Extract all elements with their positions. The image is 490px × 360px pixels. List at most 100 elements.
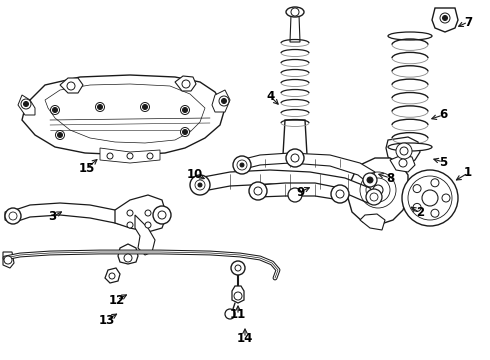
- Circle shape: [399, 159, 407, 167]
- Circle shape: [249, 182, 267, 200]
- Circle shape: [109, 273, 115, 279]
- Circle shape: [225, 309, 235, 319]
- Text: 8: 8: [386, 171, 394, 184]
- Polygon shape: [22, 75, 225, 155]
- Circle shape: [231, 261, 245, 275]
- Circle shape: [254, 187, 262, 195]
- Polygon shape: [3, 252, 14, 268]
- Polygon shape: [290, 15, 300, 42]
- Polygon shape: [115, 195, 165, 232]
- Circle shape: [50, 105, 59, 114]
- Circle shape: [98, 104, 102, 109]
- Circle shape: [182, 108, 188, 112]
- Circle shape: [141, 103, 149, 112]
- Circle shape: [21, 99, 31, 109]
- Circle shape: [219, 96, 229, 106]
- Polygon shape: [198, 170, 375, 203]
- Text: 5: 5: [439, 156, 447, 168]
- Polygon shape: [232, 286, 244, 303]
- Circle shape: [396, 143, 412, 159]
- Text: 15: 15: [79, 162, 95, 175]
- Circle shape: [363, 173, 377, 187]
- Circle shape: [5, 208, 21, 224]
- Text: 2: 2: [416, 207, 424, 220]
- Circle shape: [143, 104, 147, 109]
- Circle shape: [286, 149, 304, 167]
- Circle shape: [67, 82, 75, 90]
- Polygon shape: [360, 214, 385, 230]
- Circle shape: [145, 210, 151, 216]
- Polygon shape: [240, 153, 375, 183]
- Text: 10: 10: [187, 168, 203, 181]
- Text: 12: 12: [109, 293, 125, 306]
- Text: 4: 4: [267, 90, 275, 104]
- Circle shape: [127, 210, 133, 216]
- Circle shape: [198, 183, 202, 187]
- Circle shape: [288, 188, 302, 202]
- Circle shape: [182, 130, 188, 135]
- Text: 11: 11: [230, 309, 246, 321]
- Ellipse shape: [388, 32, 432, 40]
- Circle shape: [413, 185, 421, 193]
- Text: 6: 6: [439, 108, 447, 122]
- Circle shape: [180, 127, 190, 136]
- Text: 7: 7: [464, 15, 472, 28]
- Text: 3: 3: [48, 211, 56, 224]
- Circle shape: [127, 153, 133, 159]
- Circle shape: [235, 265, 241, 271]
- Circle shape: [145, 222, 151, 228]
- Circle shape: [431, 179, 439, 187]
- Ellipse shape: [286, 7, 304, 17]
- Polygon shape: [258, 183, 340, 200]
- Circle shape: [182, 80, 190, 88]
- Text: 13: 13: [99, 314, 115, 327]
- Polygon shape: [386, 137, 420, 165]
- Polygon shape: [60, 78, 83, 93]
- Polygon shape: [135, 215, 155, 255]
- Circle shape: [55, 130, 65, 139]
- Circle shape: [153, 206, 171, 224]
- Circle shape: [4, 256, 12, 264]
- Polygon shape: [175, 76, 196, 91]
- Circle shape: [52, 108, 57, 112]
- Circle shape: [107, 153, 113, 159]
- Polygon shape: [390, 155, 415, 172]
- Circle shape: [373, 185, 383, 195]
- Text: 9: 9: [296, 185, 304, 198]
- Circle shape: [158, 211, 166, 219]
- Circle shape: [221, 99, 226, 104]
- Circle shape: [127, 222, 133, 228]
- Circle shape: [147, 153, 153, 159]
- Polygon shape: [283, 120, 307, 155]
- Polygon shape: [105, 268, 120, 283]
- Circle shape: [331, 185, 349, 203]
- Circle shape: [440, 13, 450, 23]
- Polygon shape: [118, 244, 138, 264]
- Circle shape: [413, 203, 421, 211]
- Circle shape: [96, 103, 104, 112]
- Circle shape: [442, 15, 447, 21]
- Circle shape: [240, 163, 244, 167]
- Polygon shape: [432, 8, 458, 32]
- Circle shape: [24, 102, 28, 107]
- Circle shape: [366, 189, 382, 205]
- Circle shape: [291, 8, 299, 16]
- Polygon shape: [18, 95, 35, 115]
- Circle shape: [442, 194, 450, 202]
- Circle shape: [180, 105, 190, 114]
- Circle shape: [291, 154, 299, 162]
- Text: 14: 14: [237, 332, 253, 345]
- Ellipse shape: [388, 143, 432, 151]
- Circle shape: [190, 175, 210, 195]
- Circle shape: [367, 177, 373, 183]
- Circle shape: [336, 190, 344, 198]
- Polygon shape: [100, 148, 160, 163]
- Circle shape: [124, 254, 132, 262]
- Circle shape: [57, 132, 63, 138]
- Polygon shape: [15, 203, 150, 232]
- Circle shape: [400, 147, 408, 155]
- Circle shape: [402, 170, 458, 226]
- Circle shape: [431, 209, 439, 217]
- Circle shape: [234, 292, 242, 300]
- Circle shape: [422, 190, 438, 206]
